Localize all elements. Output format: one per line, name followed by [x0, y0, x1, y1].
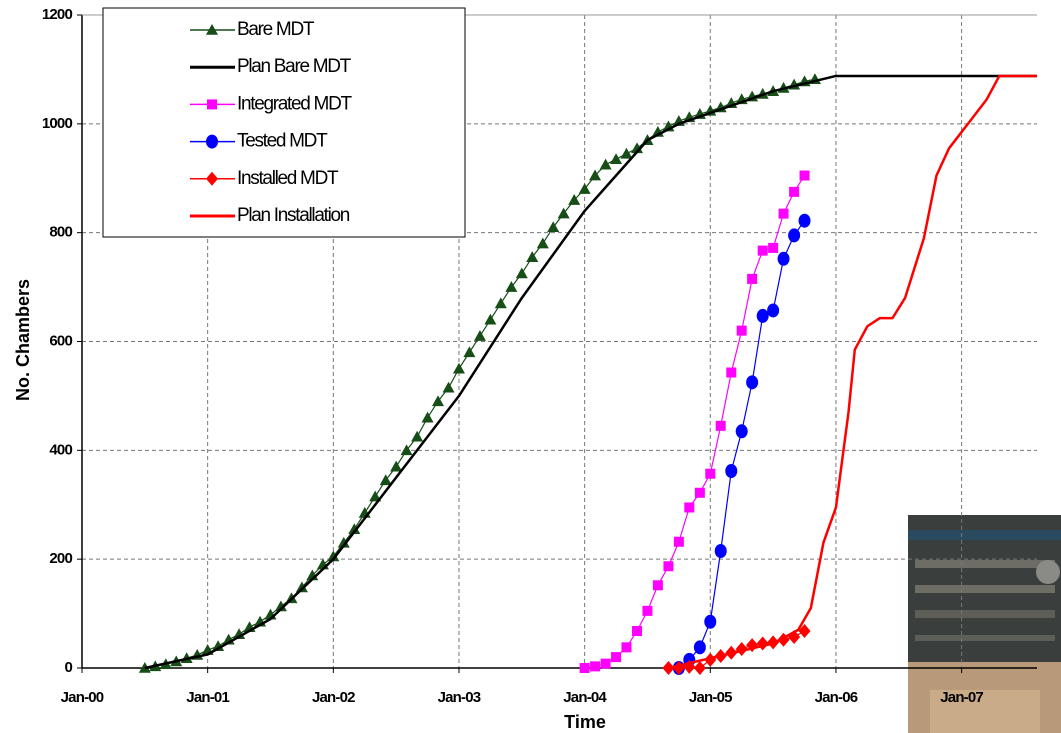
- legend-box: [103, 8, 465, 237]
- x-tick-label: Jan-00: [61, 689, 104, 706]
- marker: [411, 431, 423, 442]
- legend-label: Bare MDT: [237, 19, 315, 40]
- marker: [547, 221, 559, 232]
- marker: [621, 642, 631, 652]
- legend-label: Plan Installation: [237, 205, 350, 226]
- marker: [206, 135, 218, 149]
- y-tick-label: 1000: [42, 115, 73, 132]
- marker: [757, 309, 769, 323]
- marker: [757, 637, 769, 651]
- legend-label: Integrated MDT: [237, 93, 352, 114]
- x-axis-label: Time: [564, 712, 606, 732]
- marker: [758, 246, 768, 256]
- marker: [495, 297, 507, 308]
- marker: [580, 663, 590, 673]
- marker: [611, 652, 621, 662]
- marker: [663, 561, 673, 571]
- marker: [736, 424, 748, 438]
- x-tick-label: Jan-03: [438, 689, 481, 706]
- marker: [726, 368, 736, 378]
- marker: [778, 252, 790, 266]
- marker: [390, 461, 402, 472]
- legend-label: Tested MDT: [237, 131, 328, 152]
- marker: [789, 187, 799, 197]
- marker: [684, 502, 694, 512]
- marker: [579, 183, 591, 194]
- marker: [600, 159, 612, 170]
- y-tick-label: 200: [49, 550, 72, 567]
- series-line: [679, 221, 805, 668]
- marker: [380, 474, 392, 485]
- photo: [908, 515, 1061, 733]
- marker: [747, 274, 757, 284]
- marker: [516, 267, 528, 278]
- marker: [537, 238, 549, 249]
- marker: [422, 412, 434, 423]
- marker: [505, 281, 517, 292]
- marker: [610, 153, 622, 164]
- marker: [800, 171, 810, 181]
- marker: [526, 251, 538, 262]
- y-tick-label: 400: [49, 441, 72, 458]
- y-tick-label: 1200: [42, 6, 73, 23]
- chart: No. Chambers Time 0 200 400 600 800 1000 1200 J…: [0, 0, 1061, 733]
- y-axis-label: No. Chambers: [13, 279, 33, 401]
- marker: [620, 148, 632, 159]
- marker: [704, 615, 716, 629]
- marker: [694, 661, 706, 675]
- marker: [453, 363, 465, 374]
- marker: [725, 464, 737, 478]
- legend-label: Installed MDT: [237, 168, 339, 189]
- marker: [484, 314, 496, 325]
- y-tick-label: 600: [49, 332, 72, 349]
- legend: Bare MDT Plan Bare MDT Integrated MDT Teste…: [103, 8, 465, 237]
- marker: [463, 346, 475, 357]
- marker: [737, 326, 747, 336]
- marker: [474, 330, 486, 341]
- marker: [443, 382, 455, 393]
- x-tick-label: Jan-05: [689, 689, 732, 706]
- y-tick-label: 800: [49, 224, 72, 241]
- marker: [401, 444, 413, 455]
- x-tick-label: Jan-04: [563, 689, 607, 706]
- marker: [716, 421, 726, 431]
- marker: [695, 488, 705, 498]
- y-tick-label: 0: [64, 659, 72, 676]
- marker: [779, 209, 789, 219]
- marker: [788, 228, 800, 242]
- marker: [715, 544, 727, 558]
- marker: [746, 375, 758, 389]
- marker: [768, 243, 778, 253]
- x-tick-label: Jan-01: [186, 689, 229, 706]
- marker: [705, 469, 715, 479]
- legend-label: Plan Bare MDT: [237, 56, 352, 77]
- marker: [767, 303, 779, 317]
- marker: [432, 395, 444, 406]
- marker: [632, 626, 642, 636]
- marker: [558, 208, 570, 219]
- x-tick-label: Jan-06: [815, 689, 858, 706]
- marker: [601, 659, 611, 669]
- marker: [799, 214, 811, 228]
- marker: [674, 537, 684, 547]
- marker: [207, 99, 217, 109]
- marker: [590, 661, 600, 671]
- marker: [653, 580, 663, 590]
- marker: [694, 640, 706, 654]
- marker: [642, 606, 652, 616]
- x-tick-label: Jan-07: [940, 689, 983, 706]
- x-tick-label: Jan-02: [312, 689, 355, 706]
